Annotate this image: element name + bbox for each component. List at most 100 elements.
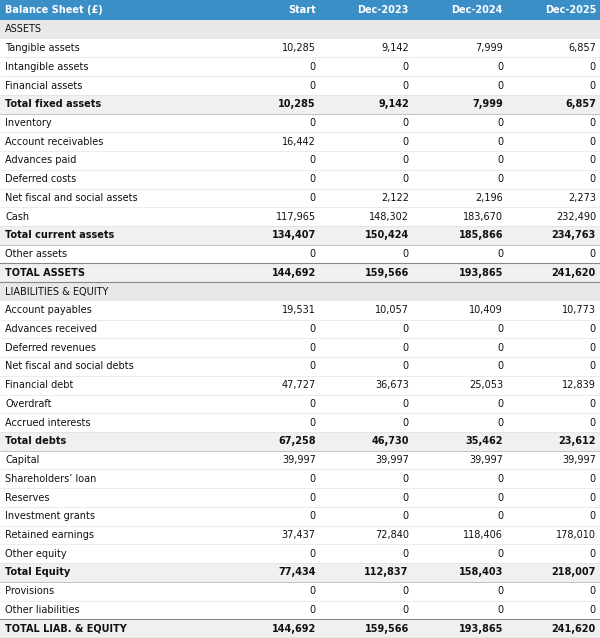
Text: 25,053: 25,053: [469, 380, 503, 390]
Text: Provisions: Provisions: [5, 586, 54, 596]
Text: Financial debt: Financial debt: [5, 380, 73, 390]
Bar: [0, 470, 600, 488]
Text: 0: 0: [590, 324, 596, 334]
Text: Accrued interests: Accrued interests: [5, 418, 91, 427]
Text: Total current assets: Total current assets: [5, 230, 114, 241]
Text: 0: 0: [310, 474, 316, 484]
Text: Other liabilities: Other liabilities: [5, 605, 80, 615]
Text: Capital: Capital: [5, 455, 40, 465]
Bar: [0, 226, 600, 245]
Text: Dec-2025: Dec-2025: [545, 5, 596, 15]
Text: 0: 0: [590, 399, 596, 409]
Text: 0: 0: [403, 343, 409, 353]
Text: 0: 0: [497, 174, 503, 184]
Text: 0: 0: [310, 549, 316, 559]
Bar: [0, 151, 600, 170]
Text: 0: 0: [590, 137, 596, 147]
Text: 10,409: 10,409: [469, 305, 503, 315]
Text: 144,692: 144,692: [272, 623, 316, 634]
Text: Advances received: Advances received: [5, 324, 97, 334]
Text: Overdraft: Overdraft: [5, 399, 52, 409]
Text: 0: 0: [590, 493, 596, 503]
Bar: [0, 413, 600, 432]
Text: 0: 0: [310, 118, 316, 128]
Text: 0: 0: [403, 362, 409, 371]
Bar: [0, 450, 600, 470]
Text: 218,007: 218,007: [551, 567, 596, 577]
Text: 0: 0: [590, 605, 596, 615]
Text: 6,857: 6,857: [565, 100, 596, 109]
Bar: [0, 376, 600, 394]
Text: 193,865: 193,865: [458, 268, 503, 278]
Text: 117,965: 117,965: [275, 212, 316, 221]
Text: 178,010: 178,010: [556, 530, 596, 540]
Text: 0: 0: [497, 137, 503, 147]
Text: 10,285: 10,285: [278, 100, 316, 109]
Text: 0: 0: [497, 156, 503, 165]
Text: 158,403: 158,403: [458, 567, 503, 577]
Bar: [0, 170, 600, 189]
Bar: [0, 432, 600, 450]
Text: 0: 0: [310, 418, 316, 427]
Text: 0: 0: [403, 156, 409, 165]
Bar: [0, 57, 600, 76]
Text: 9,142: 9,142: [378, 100, 409, 109]
Text: 10,773: 10,773: [562, 305, 596, 315]
Text: Other equity: Other equity: [5, 549, 67, 559]
Text: 183,670: 183,670: [463, 212, 503, 221]
Text: 0: 0: [403, 62, 409, 72]
Bar: [0, 619, 600, 638]
Text: 46,730: 46,730: [371, 436, 409, 447]
Bar: [0, 282, 600, 301]
Text: 0: 0: [590, 156, 596, 165]
Text: Net fiscal and social debts: Net fiscal and social debts: [5, 362, 134, 371]
Text: 77,434: 77,434: [278, 567, 316, 577]
Text: LIABILITIES & EQUITY: LIABILITIES & EQUITY: [5, 286, 109, 297]
Bar: [0, 507, 600, 526]
Bar: [0, 544, 600, 563]
Text: 0: 0: [310, 511, 316, 521]
Text: 12,839: 12,839: [562, 380, 596, 390]
Text: 0: 0: [497, 343, 503, 353]
Text: 2,122: 2,122: [381, 193, 409, 203]
Text: 134,407: 134,407: [272, 230, 316, 241]
Text: 7,999: 7,999: [472, 100, 503, 109]
Text: 0: 0: [497, 62, 503, 72]
Text: 118,406: 118,406: [463, 530, 503, 540]
Text: 185,866: 185,866: [458, 230, 503, 241]
Text: 241,620: 241,620: [552, 623, 596, 634]
Bar: [0, 76, 600, 95]
Text: Shareholders’ loan: Shareholders’ loan: [5, 474, 97, 484]
Text: 19,531: 19,531: [282, 305, 316, 315]
Text: 0: 0: [497, 118, 503, 128]
Text: Advances paid: Advances paid: [5, 156, 76, 165]
Text: Tangible assets: Tangible assets: [5, 43, 80, 53]
Bar: [0, 39, 600, 57]
Text: 0: 0: [403, 249, 409, 259]
Text: 0: 0: [590, 362, 596, 371]
Text: TOTAL ASSETS: TOTAL ASSETS: [5, 268, 85, 278]
Text: 0: 0: [310, 343, 316, 353]
Text: 6,857: 6,857: [568, 43, 596, 53]
Text: Financial assets: Financial assets: [5, 80, 82, 91]
Bar: [0, 582, 600, 600]
Text: Total Equity: Total Equity: [5, 567, 70, 577]
Text: 112,837: 112,837: [364, 567, 409, 577]
Text: 148,302: 148,302: [369, 212, 409, 221]
Text: 0: 0: [403, 324, 409, 334]
Bar: [0, 394, 600, 413]
Text: 0: 0: [590, 80, 596, 91]
Text: 0: 0: [590, 174, 596, 184]
Text: 47,727: 47,727: [281, 380, 316, 390]
Bar: [0, 20, 600, 39]
Text: 0: 0: [310, 249, 316, 259]
Text: 0: 0: [497, 324, 503, 334]
Text: 9,142: 9,142: [381, 43, 409, 53]
Text: 0: 0: [310, 62, 316, 72]
Text: 0: 0: [590, 549, 596, 559]
Text: 0: 0: [590, 586, 596, 596]
Bar: [0, 301, 600, 320]
Text: Dec-2023: Dec-2023: [358, 5, 409, 15]
Text: 150,424: 150,424: [365, 230, 409, 241]
Text: 23,612: 23,612: [559, 436, 596, 447]
